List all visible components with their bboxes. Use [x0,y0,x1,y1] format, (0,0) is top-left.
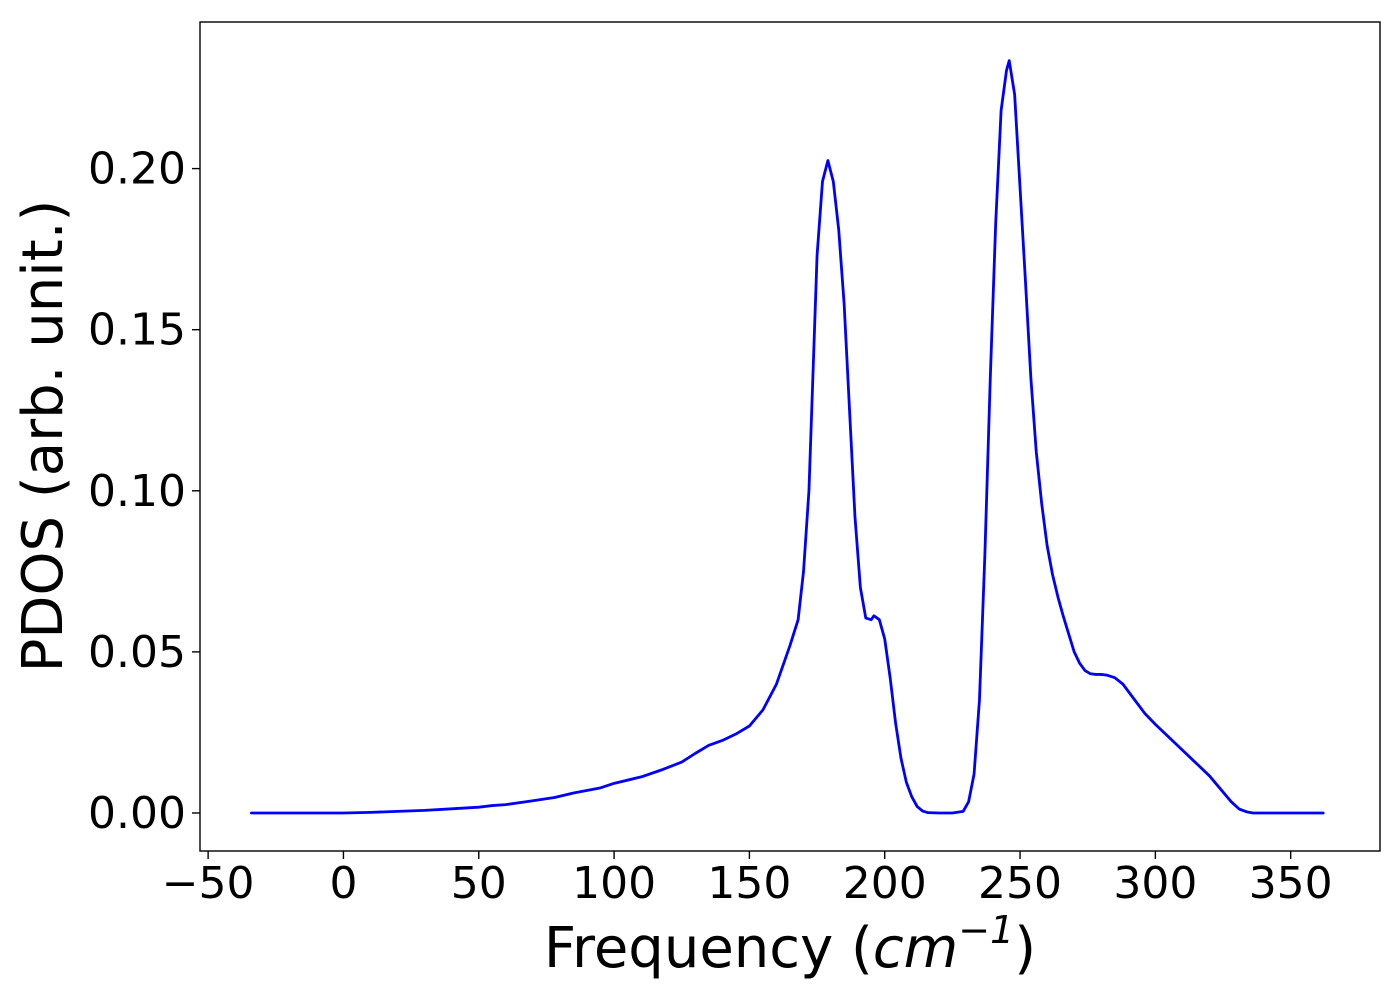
x-tick-label: 200 [843,858,927,909]
y-tick-label: 0.10 [88,466,186,517]
x-axis-label-suffix: ) [1014,916,1036,981]
x-tick-label: 300 [1113,858,1197,909]
x-tick-label: 0 [329,858,357,909]
x-tick-label: 100 [572,858,656,909]
x-axis-label-prefix: Frequency ( [544,916,873,981]
y-tick-label: 0.00 [88,788,186,839]
x-axis-label: Frequency (cm−1) [544,908,1036,981]
x-axis-label-exponent: −1 [958,908,1014,952]
y-tick-label: 0.20 [88,144,186,195]
x-tick-label: −50 [162,858,255,909]
x-axis-ticks: −50 0 50 100 150 200 250 300 350 [162,851,1333,909]
y-axis-label: PDOS (arb. unit.) [11,200,76,673]
x-tick-label: 50 [451,858,507,909]
y-axis-ticks: 0.00 0.05 0.10 0.15 0.20 [88,144,200,839]
y-tick-label: 0.15 [88,305,186,356]
x-tick-label: 150 [707,858,791,909]
x-tick-label: 250 [978,858,1062,909]
pdos-series-line [250,59,1325,815]
y-tick-label: 0.05 [88,627,186,678]
plot-frame [199,21,1381,852]
x-axis-label-unit: cm [873,916,958,981]
x-tick-label: 350 [1249,858,1333,909]
